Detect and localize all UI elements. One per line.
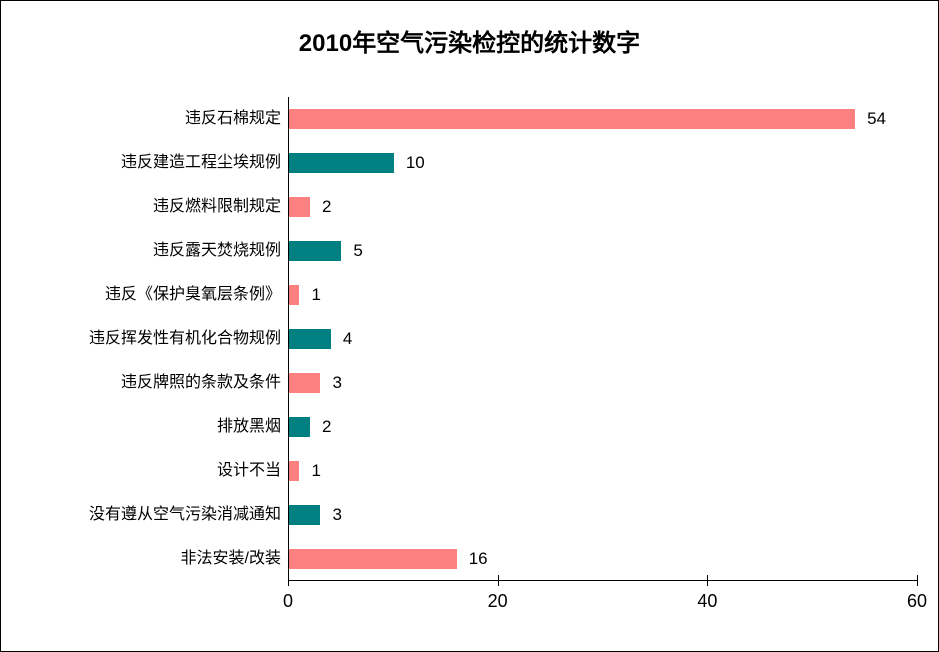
bar [289,461,300,481]
bar [289,285,300,305]
bar [289,373,321,393]
bar [289,197,310,217]
x-axis-tick-label: 20 [487,591,508,611]
bar [289,153,394,173]
x-axis-tick-label: 60 [906,591,928,611]
value-label: 16 [468,549,488,568]
x-axis-tick-label: 0 [282,591,293,611]
category-label: 违反建造工程尘埃规例 [120,154,281,171]
x-axis-tick [288,575,289,586]
category-label: 违反牌照的条款及条件 [120,374,281,391]
category-label: 违反《保护臭氧层条例》 [104,286,281,303]
x-axis-tick [917,575,918,586]
category-label: 违反露天焚烧规例 [152,242,281,259]
chart-title: 2010年空气污染检控的统计数字 [298,30,641,57]
bar [289,109,856,129]
category-label: 排放黑烟 [216,418,281,435]
value-label: 10 [405,153,425,172]
value-label: 54 [867,109,887,128]
x-axis-tick [707,575,709,586]
value-label: 5 [353,241,363,260]
value-label: 3 [332,505,342,524]
x-axis-tick [497,575,499,586]
bar [289,505,321,525]
category-label: 设计不当 [216,462,281,479]
value-label: 1 [311,461,321,480]
category-label: 没有遵从空气污染消减通知 [88,506,281,523]
bar [289,417,310,437]
category-label: 非法安装/改装 [180,550,281,567]
category-label: 违反石棉规定 [184,110,281,127]
category-label: 违反燃料限制规定 [152,198,281,215]
value-label: 2 [321,417,332,436]
bar [289,241,342,261]
value-label: 3 [332,373,342,392]
x-axis-line [288,580,917,581]
category-label: 违反挥发性有机化合物规例 [88,330,281,347]
bar [289,549,457,569]
value-label: 4 [342,329,353,348]
y-axis-line [288,97,289,580]
x-axis-tick-label: 40 [697,591,718,611]
value-label: 1 [311,285,321,304]
bar [289,329,331,349]
value-label: 2 [321,197,332,216]
